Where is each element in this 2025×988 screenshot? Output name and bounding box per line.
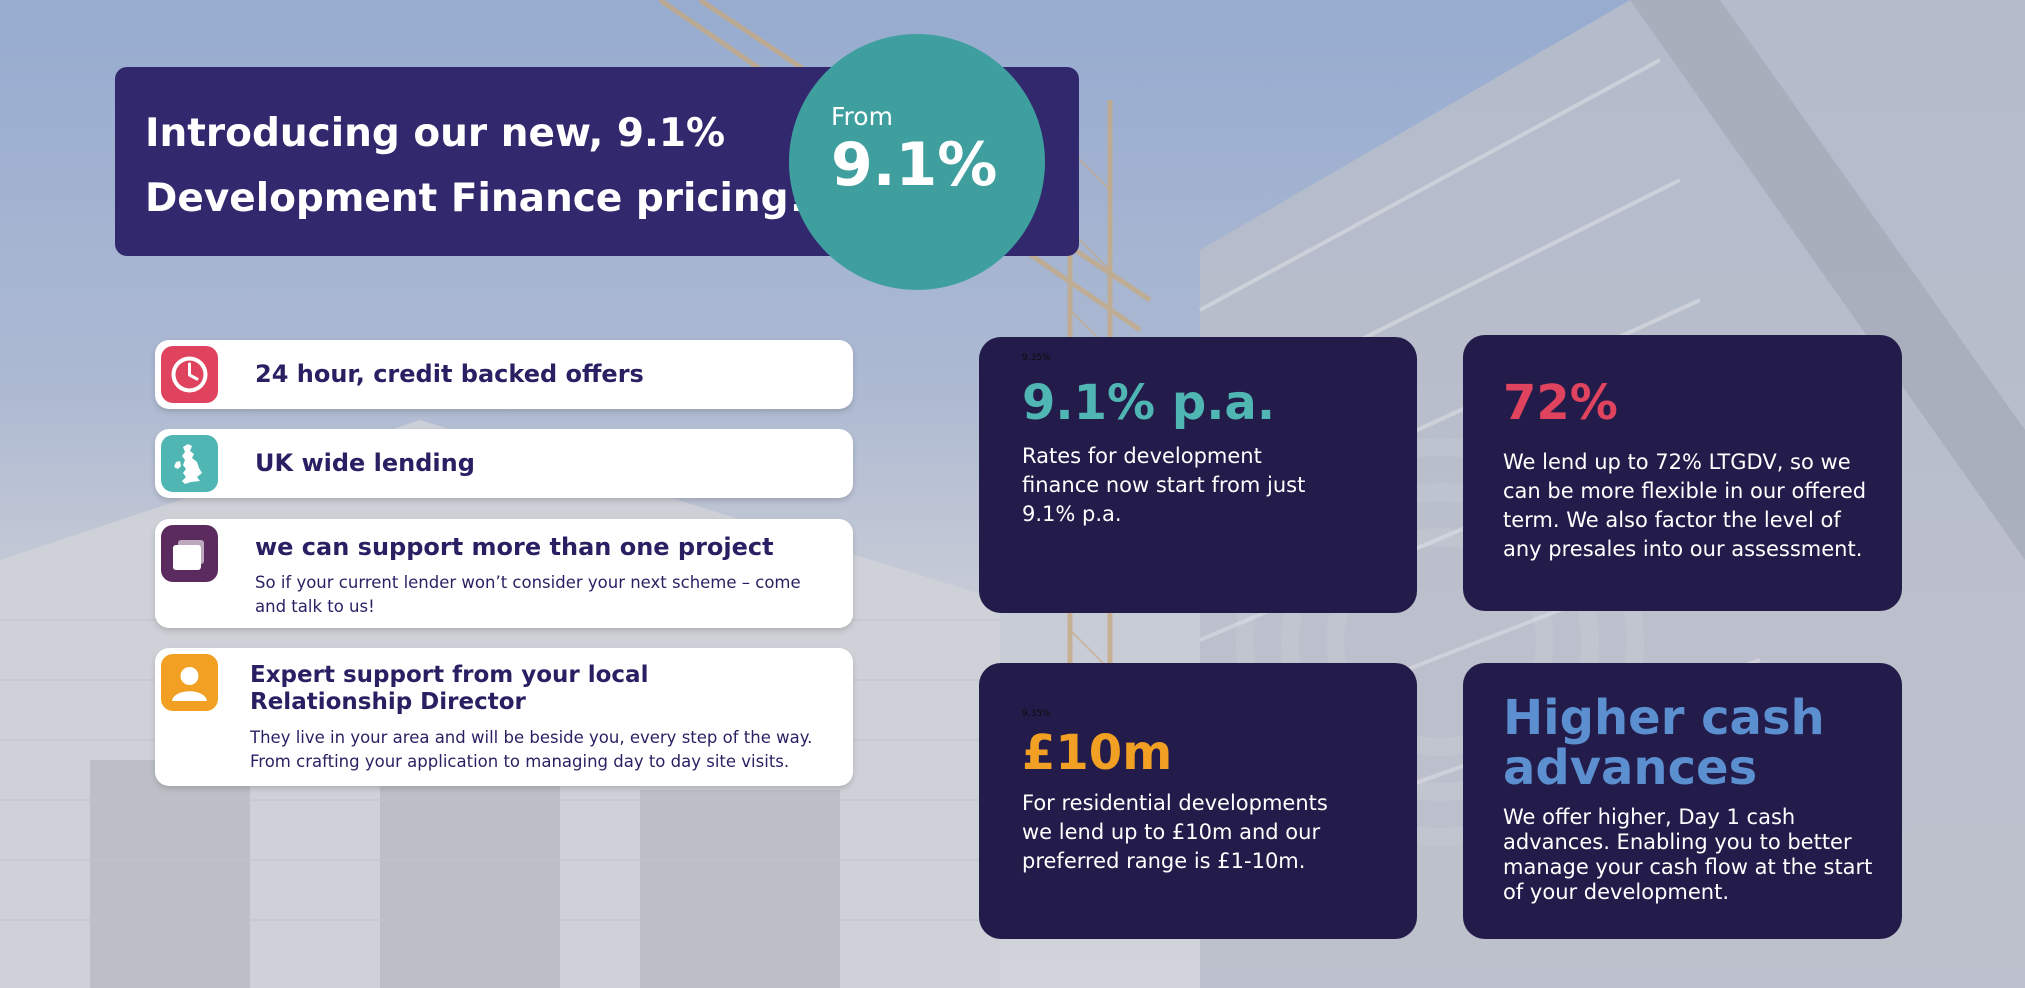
person-icon (161, 654, 218, 711)
card-text: Rates for development finance now start … (1022, 444, 1306, 526)
feature-item-offers: 24 hour, credit backed offers (155, 340, 853, 409)
clock-icon (161, 346, 218, 403)
card-tiny-label: 9.35% (1022, 709, 1051, 719)
stat-card-cash-advances: Higher cash advances We offer higher, Da… (1463, 663, 1902, 939)
card-value: 9.1% p.a. (1022, 375, 1276, 431)
headline-title: Introducing our new, 9.1% Development Fi… (145, 101, 845, 231)
card-value: Higher cash advances (1503, 693, 1825, 793)
headline-line-1: Introducing our new, 9.1% (145, 111, 726, 156)
stat-card-rate: 9.35% 9.1% p.a. Rates for development fi… (979, 337, 1417, 613)
stat-card-loan-size: 9.35% £10m For residential developments … (979, 663, 1417, 939)
card-value-line-2: advances (1503, 740, 1758, 796)
headline-line-2: Development Finance pricing! (145, 176, 807, 221)
feature-title: 24 hour, credit backed offers (255, 360, 644, 388)
card-tiny-label: 9.35% (1022, 353, 1051, 363)
decorative-rings-icon (1236, 438, 1644, 846)
feature-item-uk-lending: UK wide lending (155, 429, 853, 498)
card-text: We offer higher, Day 1 cash advances. En… (1503, 805, 1873, 904)
feature-title: Expert support from your local Relations… (250, 662, 649, 715)
card-value: 72% (1503, 375, 1618, 431)
feature-description: They live in your area and will be besid… (250, 728, 813, 771)
feature-item-multiple-projects: we can support more than one project So … (155, 519, 853, 628)
feature-title: we can support more than one project (255, 533, 774, 561)
folders-icon (161, 525, 218, 582)
card-text: For residential developments we lend up … (1022, 791, 1328, 873)
feature-title: UK wide lending (255, 449, 475, 477)
feature-description: So if your current lender won’t consider… (255, 573, 801, 616)
rate-from-label: From (831, 102, 893, 131)
rate-badge: From 9.1% (789, 34, 1045, 290)
rate-value: 9.1% (831, 130, 998, 200)
uk-map-icon (161, 435, 218, 492)
card-value-line-1: Higher cash (1503, 690, 1825, 746)
card-value: £10m (1022, 725, 1173, 781)
card-text: We lend up to 72% LTGDV, so we can be mo… (1503, 450, 1867, 561)
stat-card-ltgdv: 72% We lend up to 72% LTGDV, so we can b… (1463, 335, 1902, 611)
feature-item-relationship-director: Expert support from your local Relations… (155, 648, 853, 786)
